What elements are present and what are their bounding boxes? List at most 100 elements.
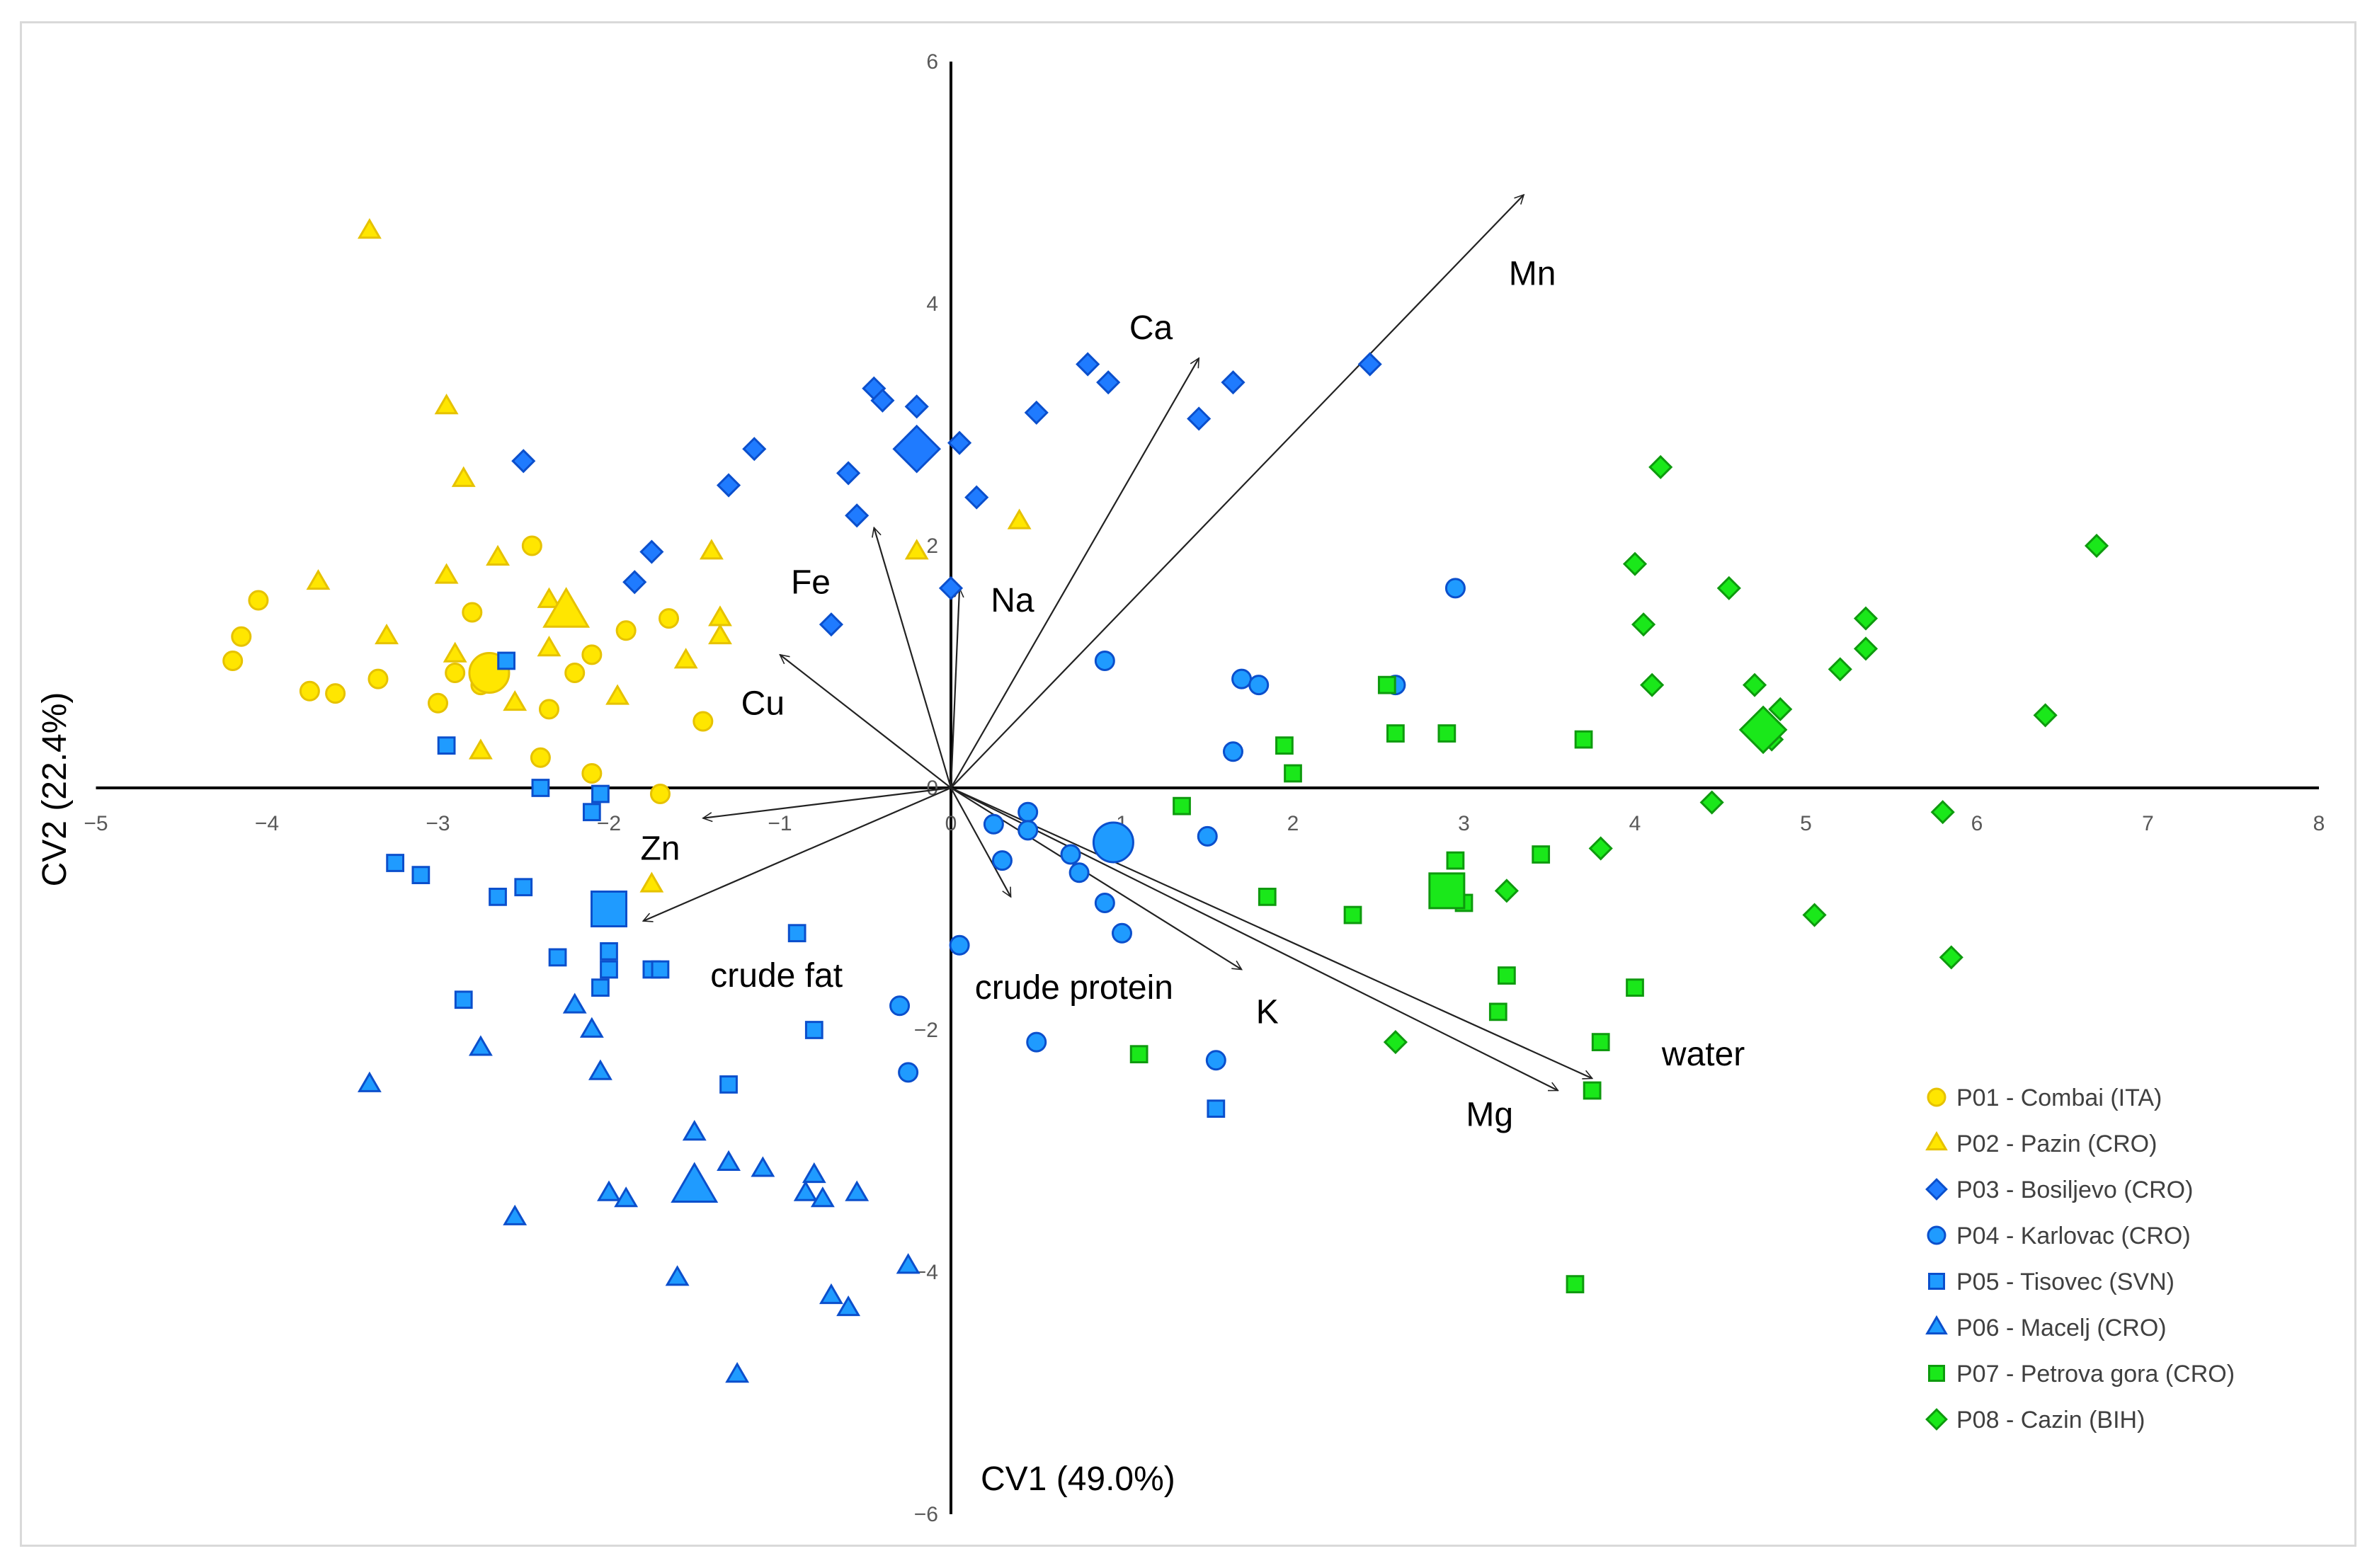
loading-labels: Mn Ca Fe Na Cu Zn crude fat crude protein Kwater… — [640, 255, 1745, 1133]
data-point — [615, 620, 637, 641]
data-point — [451, 466, 476, 487]
data-point — [562, 992, 587, 1014]
legend-marker — [1925, 1408, 1948, 1431]
loading-label-Cu: Cu — [741, 685, 785, 722]
legend-label: P04 - Karlovac (CRO) — [1956, 1223, 2191, 1249]
x-tick-label: −4 — [255, 812, 279, 835]
data-point — [1622, 551, 1648, 576]
data-point — [1275, 736, 1294, 755]
data-point — [1640, 673, 1665, 697]
data-point — [1207, 1099, 1226, 1118]
data-point — [1197, 825, 1218, 847]
data-point — [222, 650, 244, 671]
data-point — [503, 1204, 528, 1225]
data-points — [222, 218, 2109, 1383]
data-point — [751, 1156, 775, 1177]
series-2 — [306, 218, 1032, 893]
data-point — [1231, 668, 1253, 689]
data-point — [622, 570, 647, 595]
data-point — [614, 1186, 639, 1208]
legend-label: P02 - Pazin (CRO) — [1956, 1131, 2157, 1157]
data-point — [1357, 352, 1382, 377]
data-point — [1258, 888, 1277, 906]
loading-label-crude-protein: crude protein — [975, 969, 1173, 1007]
data-point — [964, 485, 989, 510]
series-8 — [1383, 454, 2109, 1055]
series-5 — [386, 651, 1226, 1118]
data-point — [248, 590, 269, 611]
data-point — [325, 683, 346, 704]
data-point — [1588, 836, 1613, 861]
legend-marker — [1925, 1131, 1948, 1151]
data-point — [845, 503, 870, 528]
data-point — [719, 1075, 738, 1094]
group-centroid — [591, 891, 627, 927]
data-point — [682, 1120, 707, 1141]
data-point — [651, 960, 670, 979]
data-point — [1096, 370, 1121, 395]
data-point — [605, 684, 630, 705]
data-point — [357, 1071, 382, 1092]
legend: P01 - Combai (ITA) P02 - Pazin (CRO) P03 -… — [1925, 1085, 2235, 1433]
data-point — [531, 779, 550, 797]
legend-item: P04 - Karlovac (CRO) — [1927, 1223, 2191, 1249]
data-point — [2033, 703, 2058, 728]
data-point — [299, 680, 320, 702]
x-tick-label: −5 — [84, 812, 108, 835]
x-tick-label: 2 — [1287, 812, 1299, 835]
data-point — [845, 1180, 870, 1201]
legend-marker — [1928, 1365, 1945, 1382]
loading-arrow-Zn — [703, 786, 952, 818]
data-point — [991, 850, 1013, 871]
legend-marker — [1925, 1178, 1948, 1201]
data-point — [665, 1265, 690, 1286]
loading-label-Ca: Ca — [1129, 309, 1173, 347]
legend-marker — [1927, 1225, 1946, 1245]
x-tick-label: 3 — [1458, 812, 1470, 835]
data-point — [1076, 352, 1100, 377]
group-centroid — [671, 1162, 719, 1203]
data-point — [1007, 508, 1032, 530]
data-point — [503, 689, 528, 711]
data-point — [1488, 1002, 1507, 1022]
loading-arrow-Ca — [950, 358, 1200, 789]
data-point — [1383, 1030, 1408, 1055]
data-point — [1446, 851, 1465, 870]
data-point — [1853, 636, 1879, 661]
data-point — [537, 587, 562, 608]
legend-label: P03 - Bosiljevo (CRO) — [1956, 1177, 2193, 1203]
series-4 — [889, 578, 1466, 1083]
data-point — [1187, 406, 1212, 431]
group-centroid — [1428, 872, 1466, 910]
data-point — [548, 948, 567, 967]
data-point — [564, 663, 586, 684]
loading-arrow-Na — [950, 588, 959, 789]
data-point — [1024, 400, 1049, 425]
legend-item: P01 - Combai (ITA) — [1927, 1085, 2162, 1111]
x-tick-label: −3 — [426, 812, 450, 835]
data-point — [428, 692, 448, 714]
legend-item: P02 - Pazin (CRO) — [1925, 1131, 2157, 1157]
data-point — [1583, 1081, 1602, 1100]
data-point — [1112, 922, 1132, 944]
data-point — [582, 803, 601, 822]
legend-marker — [1928, 1273, 1945, 1290]
loading-arrow-Fe — [874, 527, 952, 789]
data-point — [1026, 1031, 1047, 1053]
chart-frame — [20, 21, 2356, 1547]
data-point — [2084, 533, 2109, 559]
series-1 — [222, 535, 714, 805]
group-centroid — [542, 587, 591, 628]
legend-label: P08 - Cazin (BIH) — [1956, 1407, 2145, 1433]
loading-arrow-Mn — [950, 195, 1524, 789]
data-point — [1377, 675, 1396, 694]
data-point — [462, 602, 483, 623]
data-point — [306, 568, 331, 590]
data-point — [804, 1021, 823, 1039]
data-point — [511, 449, 536, 474]
data-point — [600, 960, 618, 979]
x-tick-label: 7 — [2142, 812, 2154, 835]
data-point — [1742, 673, 1767, 697]
data-point — [1068, 862, 1090, 883]
